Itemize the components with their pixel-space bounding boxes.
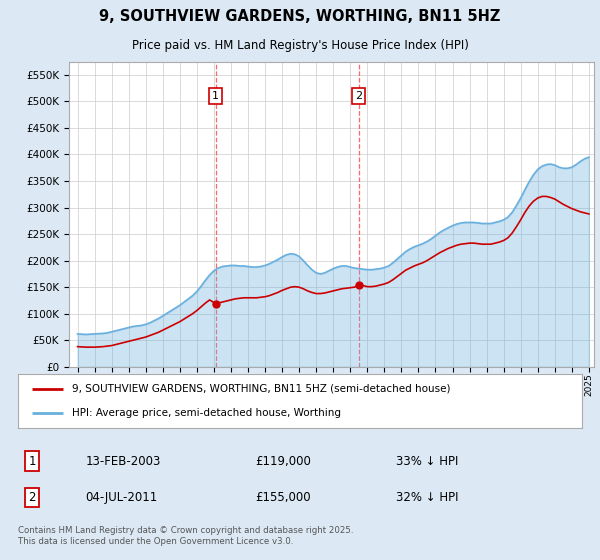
Text: £119,000: £119,000	[255, 455, 311, 468]
Text: 13-FEB-2003: 13-FEB-2003	[86, 455, 161, 468]
Text: 2: 2	[28, 491, 36, 504]
Text: 32% ↓ HPI: 32% ↓ HPI	[396, 491, 458, 504]
Text: HPI: Average price, semi-detached house, Worthing: HPI: Average price, semi-detached house,…	[71, 408, 341, 418]
Text: 2: 2	[355, 91, 362, 101]
Text: 1: 1	[28, 455, 36, 468]
Text: 1: 1	[212, 91, 219, 101]
Text: £155,000: £155,000	[255, 491, 311, 504]
Text: 9, SOUTHVIEW GARDENS, WORTHING, BN11 5HZ: 9, SOUTHVIEW GARDENS, WORTHING, BN11 5HZ	[100, 9, 500, 24]
Text: Price paid vs. HM Land Registry's House Price Index (HPI): Price paid vs. HM Land Registry's House …	[131, 39, 469, 53]
Text: 33% ↓ HPI: 33% ↓ HPI	[396, 455, 458, 468]
Text: 9, SOUTHVIEW GARDENS, WORTHING, BN11 5HZ (semi-detached house): 9, SOUTHVIEW GARDENS, WORTHING, BN11 5HZ…	[71, 384, 450, 394]
Text: Contains HM Land Registry data © Crown copyright and database right 2025.
This d: Contains HM Land Registry data © Crown c…	[18, 526, 353, 546]
Text: 04-JUL-2011: 04-JUL-2011	[86, 491, 158, 504]
